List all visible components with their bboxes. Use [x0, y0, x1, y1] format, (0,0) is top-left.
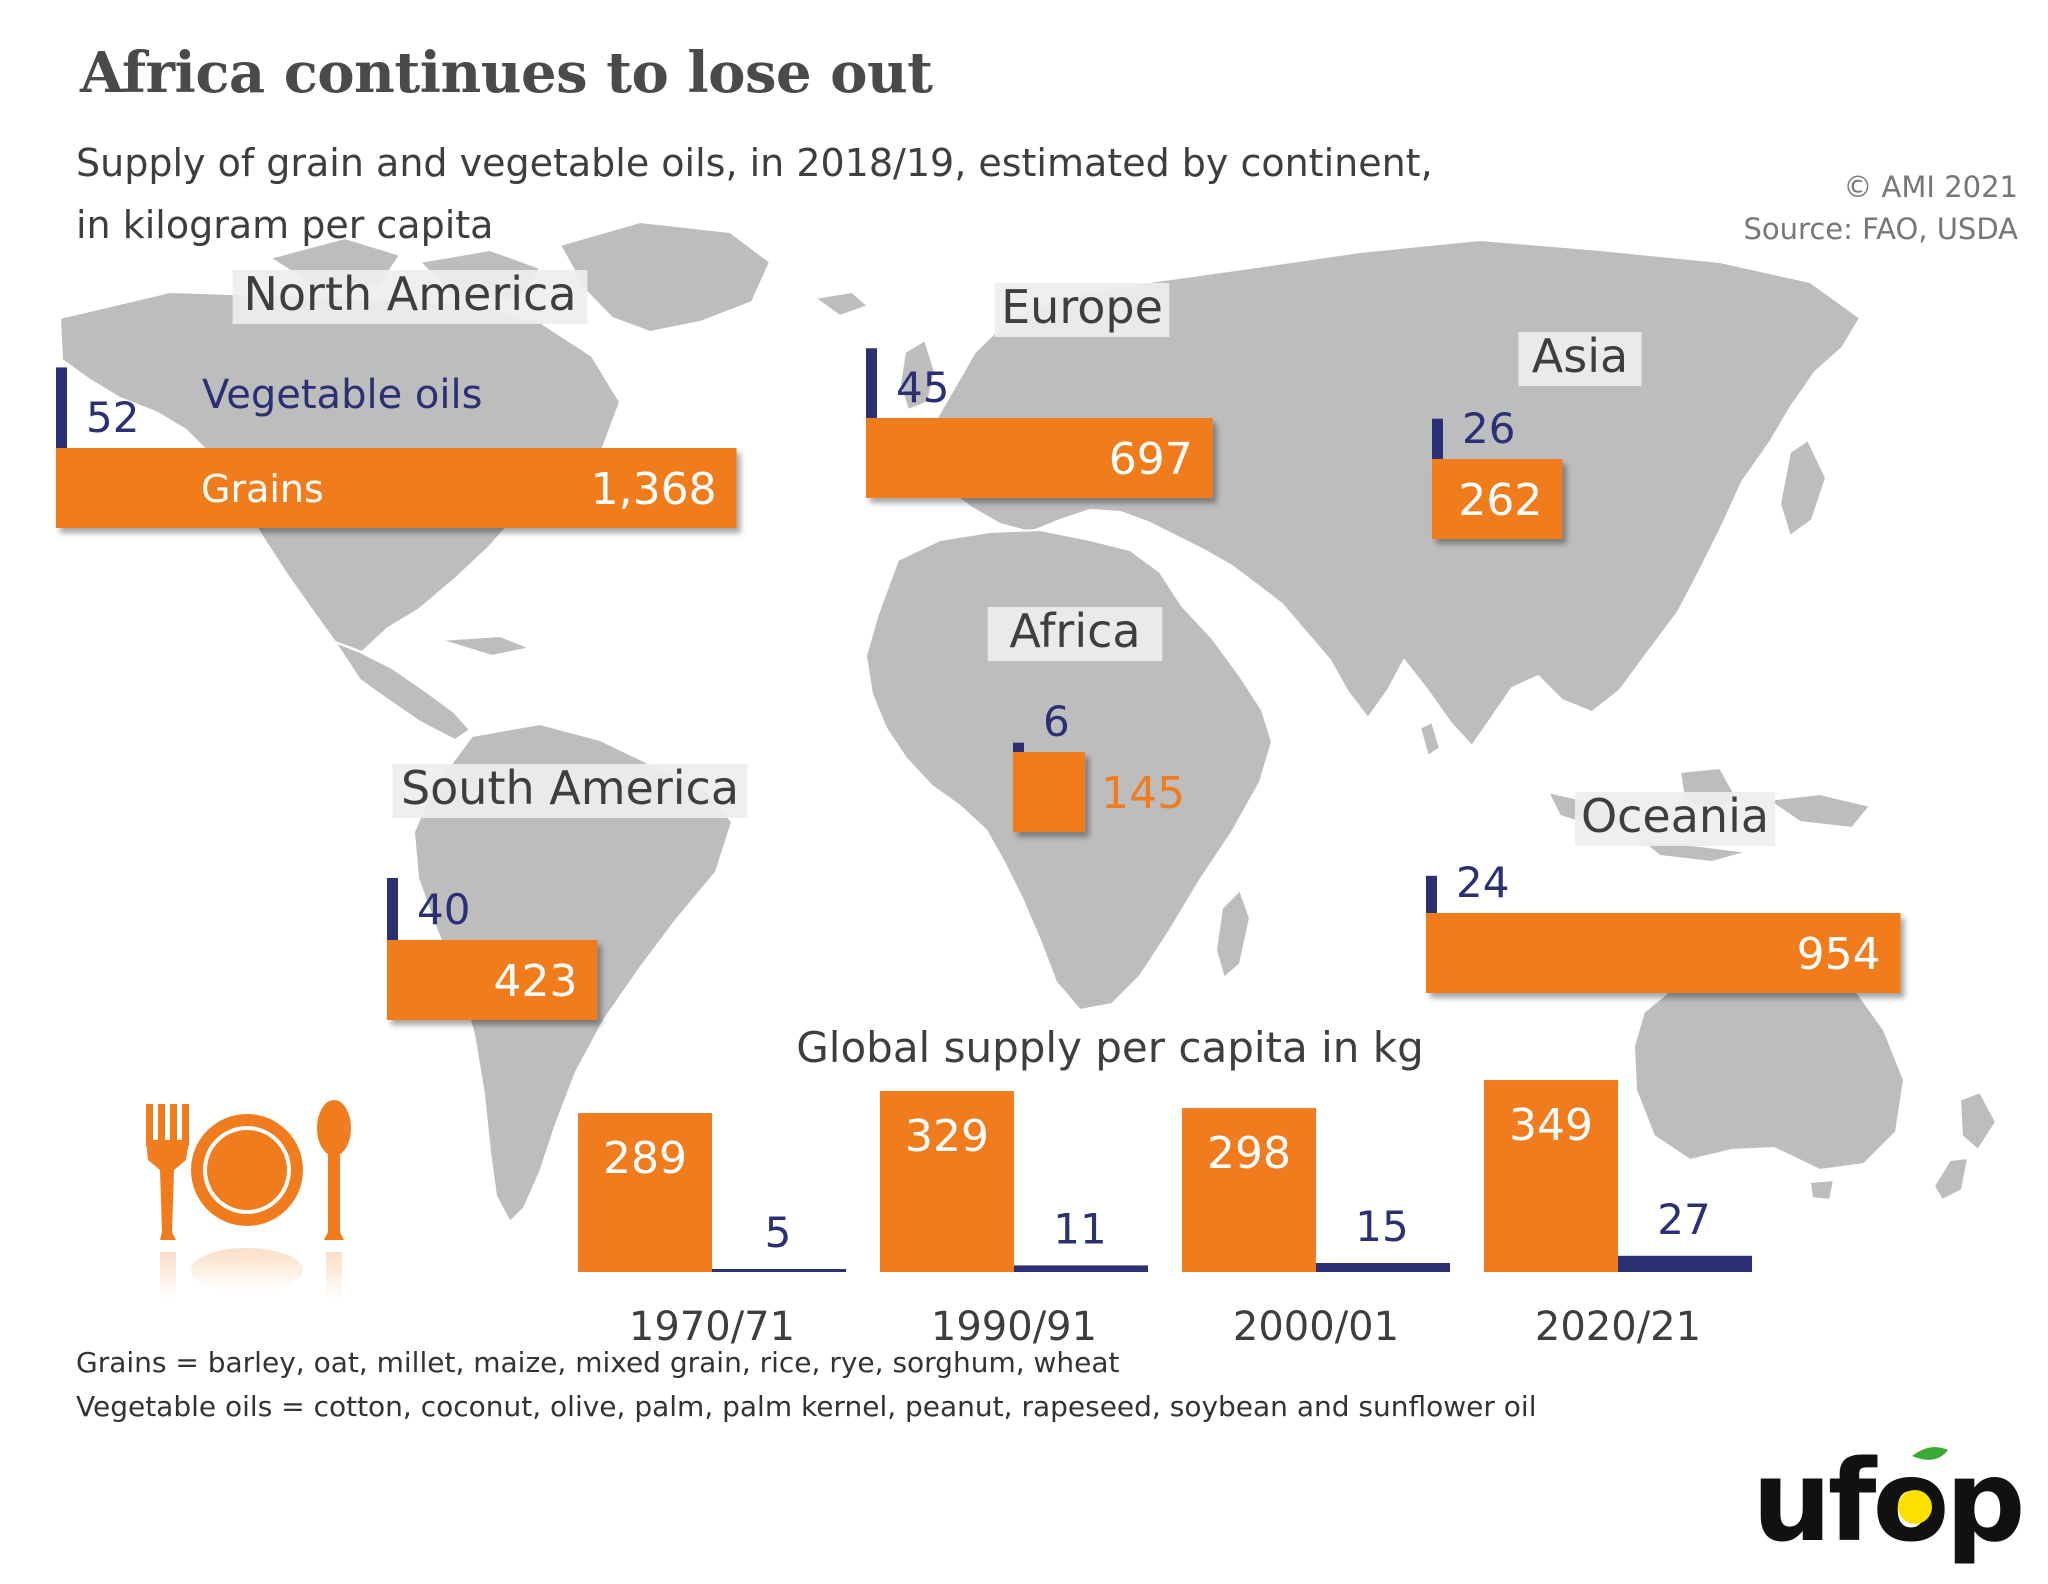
global-group-2000-01: 298 15 2000/01 [1182, 1108, 1450, 1350]
plate-icon [191, 1114, 303, 1226]
oil-bar [1013, 742, 1024, 752]
grain-value-label: 262 [1458, 475, 1542, 526]
chart-subtitle: Supply of grain and vegetable oils, in 2… [76, 132, 1556, 256]
continent-label: Oceania [1581, 789, 1769, 843]
oil-bar [1432, 418, 1443, 459]
oil-value-label: 52 [86, 393, 139, 442]
grain-bar [56, 448, 737, 528]
global-grain-value: 298 [1207, 1128, 1291, 1179]
continent-label-bg [1574, 792, 1776, 846]
oil-bar [56, 367, 67, 448]
global-oil-bar [1014, 1265, 1148, 1272]
global-grain-bar [1182, 1108, 1316, 1272]
subtitle-line-1: Supply of grain and vegetable oils, in 2… [76, 141, 1433, 185]
global-oil-bar [1618, 1255, 1752, 1272]
copyright-text: © AMI 2021 [1843, 170, 2018, 204]
global-year-label: 1970/71 [629, 1304, 795, 1350]
continent-south-america: South America 40 423 [387, 761, 748, 1020]
oil-bar [1426, 875, 1437, 913]
grain-value-label: 145 [1101, 768, 1185, 819]
legend-grains-label: Grains [201, 467, 324, 511]
oil-bar [866, 348, 877, 418]
global-grain-value: 289 [603, 1133, 687, 1184]
global-oil-value: 15 [1355, 1202, 1408, 1251]
continent-label-bg [994, 283, 1170, 337]
footnote-oils: Vegetable oils = cotton, coconut, olive,… [76, 1390, 1537, 1423]
continent-europe: Europe 45 697 [866, 280, 1213, 498]
oil-bar [387, 878, 398, 940]
continent-label: Asia [1532, 329, 1628, 383]
continent-label-bg [1518, 332, 1642, 386]
legend-oils-label: Vegetable oils [202, 372, 482, 418]
cutlery-reflection [160, 1248, 342, 1300]
global-oil-bar [712, 1269, 846, 1272]
global-chart-title: Global supply per capita in kg [796, 1023, 1423, 1072]
grain-value-label: 423 [493, 956, 577, 1007]
grain-bar [1013, 752, 1086, 832]
spoon-icon [317, 1100, 351, 1240]
global-oil-value: 27 [1657, 1195, 1710, 1244]
global-grain-value: 329 [905, 1111, 989, 1162]
global-oil-bar [1316, 1263, 1450, 1272]
global-year-label: 2000/01 [1233, 1304, 1399, 1350]
chart-title: Africa continues to lose out [80, 40, 933, 106]
global-group-1990-91: 329 11 1990/91 [880, 1091, 1148, 1350]
continent-label-bg [232, 270, 588, 324]
grain-bar [1426, 913, 1901, 993]
oil-value-label: 45 [896, 363, 949, 412]
continent-label: South America [401, 761, 739, 815]
subtitle-line-2: in kilogram per capita [76, 203, 494, 247]
grain-bar [866, 418, 1213, 498]
continent-north-america: North America 52 1,368 Grains Vegetable oils [56, 267, 737, 528]
global-grain-bar [578, 1113, 712, 1272]
global-grain-bar [1484, 1080, 1618, 1272]
continent-label-bg [392, 764, 748, 818]
continent-africa: Africa 6 145 [987, 604, 1185, 832]
continent-oceania: Oceania 24 954 [1426, 789, 1901, 993]
continent-label-bg [987, 607, 1163, 661]
global-grain-bar [880, 1091, 1014, 1272]
grain-value-label: 697 [1109, 434, 1193, 485]
ufop-logo: ufop [1752, 1440, 2022, 1567]
global-grain-value: 349 [1509, 1100, 1593, 1151]
cutlery-icon-group [146, 1100, 351, 1300]
leaf-icon [1912, 1447, 1948, 1460]
grain-bar [1432, 459, 1563, 539]
oil-value-label: 6 [1043, 697, 1070, 746]
global-year-label: 1990/91 [931, 1304, 1097, 1350]
footnote-grains: Grains = barley, oat, millet, maize, mix… [76, 1346, 1120, 1379]
global-oil-value: 5 [765, 1208, 792, 1257]
grain-value-label: 1,368 [591, 464, 717, 515]
global-group-2020-21: 349 27 2020/21 [1484, 1080, 1752, 1350]
continent-label: North America [243, 267, 576, 321]
source-text: Source: FAO, USDA [1743, 212, 2019, 246]
global-group-1970-71: 289 5 1970/71 [578, 1113, 846, 1350]
continent-label: Africa [1009, 604, 1140, 658]
oil-value-label: 26 [1462, 404, 1515, 453]
oil-value-label: 40 [417, 885, 470, 934]
continent-label: Europe [1001, 280, 1163, 334]
credits: © AMI 2021 Source: FAO, USDA [1744, 166, 2019, 250]
fork-icon [146, 1104, 189, 1240]
logo-dot [1898, 1490, 1932, 1524]
oil-value-label: 24 [1456, 858, 1509, 907]
logo-text: ufop [1752, 1440, 2022, 1567]
grain-value-label: 954 [1797, 929, 1881, 980]
global-oil-value: 11 [1053, 1204, 1106, 1253]
continent-asia: Asia 26 262 [1432, 329, 1642, 539]
global-year-label: 2020/21 [1535, 1304, 1701, 1350]
grain-bar [387, 940, 598, 1020]
